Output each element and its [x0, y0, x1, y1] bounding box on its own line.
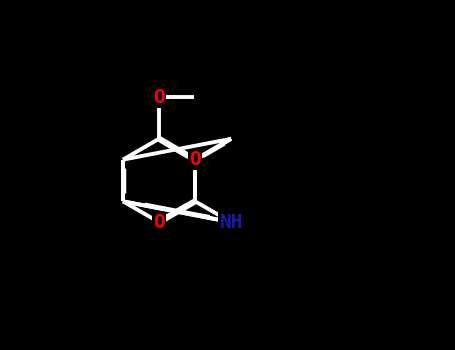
- Text: O: O: [189, 150, 201, 169]
- Text: O: O: [153, 213, 165, 232]
- Text: NH: NH: [219, 213, 243, 232]
- Text: O: O: [153, 88, 165, 107]
